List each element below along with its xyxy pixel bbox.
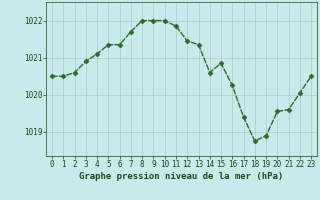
X-axis label: Graphe pression niveau de la mer (hPa): Graphe pression niveau de la mer (hPa) [79, 172, 284, 181]
